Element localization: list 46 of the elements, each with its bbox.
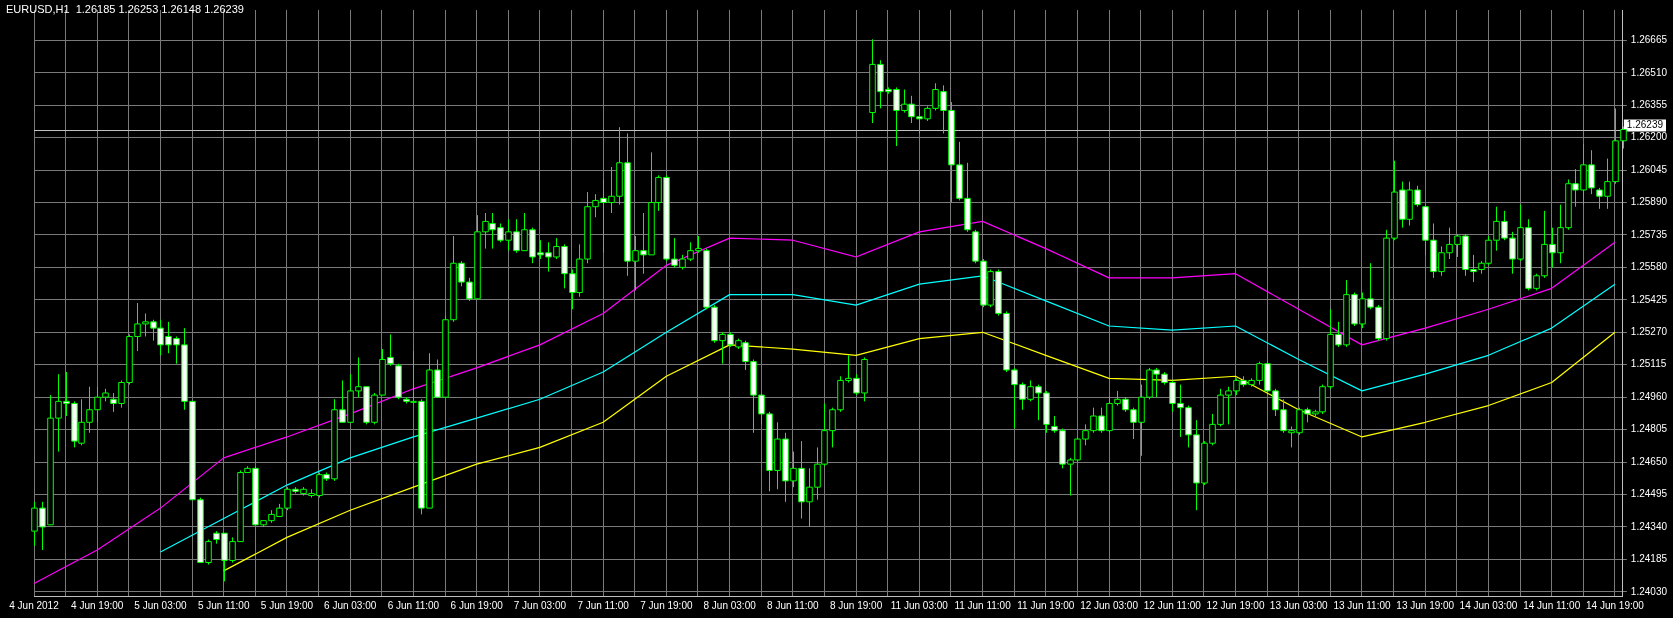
x-tick-label: 8 Jun 11:00 bbox=[767, 599, 820, 611]
x-tick-label: 14 Jun 03:00 bbox=[1459, 599, 1518, 611]
y-tick-label: 1.26200 bbox=[1630, 131, 1668, 143]
x-tick-label: 7 Jun 11:00 bbox=[577, 599, 630, 611]
y-tick-label: 1.26355 bbox=[1630, 98, 1668, 110]
y-tick-label: 1.25270 bbox=[1630, 326, 1668, 338]
y-tick-label: 1.25890 bbox=[1630, 196, 1668, 208]
x-tick-label: 13 Jun 11:00 bbox=[1333, 599, 1391, 611]
y-tick-label: 1.26665 bbox=[1630, 34, 1668, 46]
x-tick-label: 5 Jun 19:00 bbox=[260, 599, 314, 611]
y-tick-label: 1.25115 bbox=[1630, 358, 1667, 370]
y-tick-label: 1.24960 bbox=[1630, 390, 1668, 402]
y-tick-label: 1.25735 bbox=[1630, 228, 1668, 240]
x-tick-label: 8 Jun 19:00 bbox=[829, 599, 883, 611]
y-tick-label: 1.26045 bbox=[1630, 163, 1668, 175]
x-tick-label: 8 Jun 03:00 bbox=[703, 599, 757, 611]
x-tick-label: 11 Jun 03:00 bbox=[890, 599, 949, 611]
x-tick-label: 4 Jun 19:00 bbox=[71, 599, 124, 611]
y-tick-label: 1.24185 bbox=[1630, 553, 1668, 565]
y-tick-label: 1.24495 bbox=[1630, 488, 1668, 500]
y-tick-label: 1.24030 bbox=[1630, 585, 1668, 597]
x-tick-label: 13 Jun 19:00 bbox=[1396, 599, 1455, 611]
x-tick-label: 6 Jun 03:00 bbox=[324, 599, 377, 611]
x-tick-label: 12 Jun 11:00 bbox=[1143, 599, 1202, 611]
y-tick-label: 1.25425 bbox=[1630, 293, 1668, 305]
chart-title: EURUSD,H1 1.26185 1.26253 1.26148 1.26239 bbox=[6, 3, 244, 15]
x-tick-label: 13 Jun 03:00 bbox=[1269, 599, 1329, 611]
x-tick-label: 11 Jun 19:00 bbox=[1017, 599, 1075, 611]
x-tick-label: 5 Jun 03:00 bbox=[134, 599, 188, 611]
x-tick-label: 14 Jun 11:00 bbox=[1523, 599, 1581, 611]
y-tick-label: 1.25580 bbox=[1630, 261, 1668, 273]
y-tick-label: 1.24805 bbox=[1630, 423, 1668, 435]
x-tick-label: 7 Jun 19:00 bbox=[640, 599, 693, 611]
y-tick-label: 1.24340 bbox=[1630, 520, 1668, 532]
y-tick-label: 1.24650 bbox=[1630, 455, 1668, 467]
y-tick-label: 1.26510 bbox=[1630, 66, 1668, 78]
ref-line-label: 1.26239 bbox=[1626, 119, 1664, 131]
x-tick-label: 11 Jun 11:00 bbox=[954, 599, 1012, 611]
x-tick-label: 12 Jun 03:00 bbox=[1080, 599, 1139, 611]
x-tick-label: 4 Jun 2012 bbox=[9, 599, 60, 611]
x-tick-label: 6 Jun 19:00 bbox=[450, 599, 504, 611]
x-tick-label: 6 Jun 11:00 bbox=[387, 599, 440, 611]
x-tick-label: 12 Jun 19:00 bbox=[1206, 599, 1265, 611]
x-tick-label: 7 Jun 03:00 bbox=[513, 599, 567, 611]
x-tick-label: 5 Jun 11:00 bbox=[197, 599, 250, 611]
x-tick-label: 14 Jun 19:00 bbox=[1586, 599, 1645, 611]
